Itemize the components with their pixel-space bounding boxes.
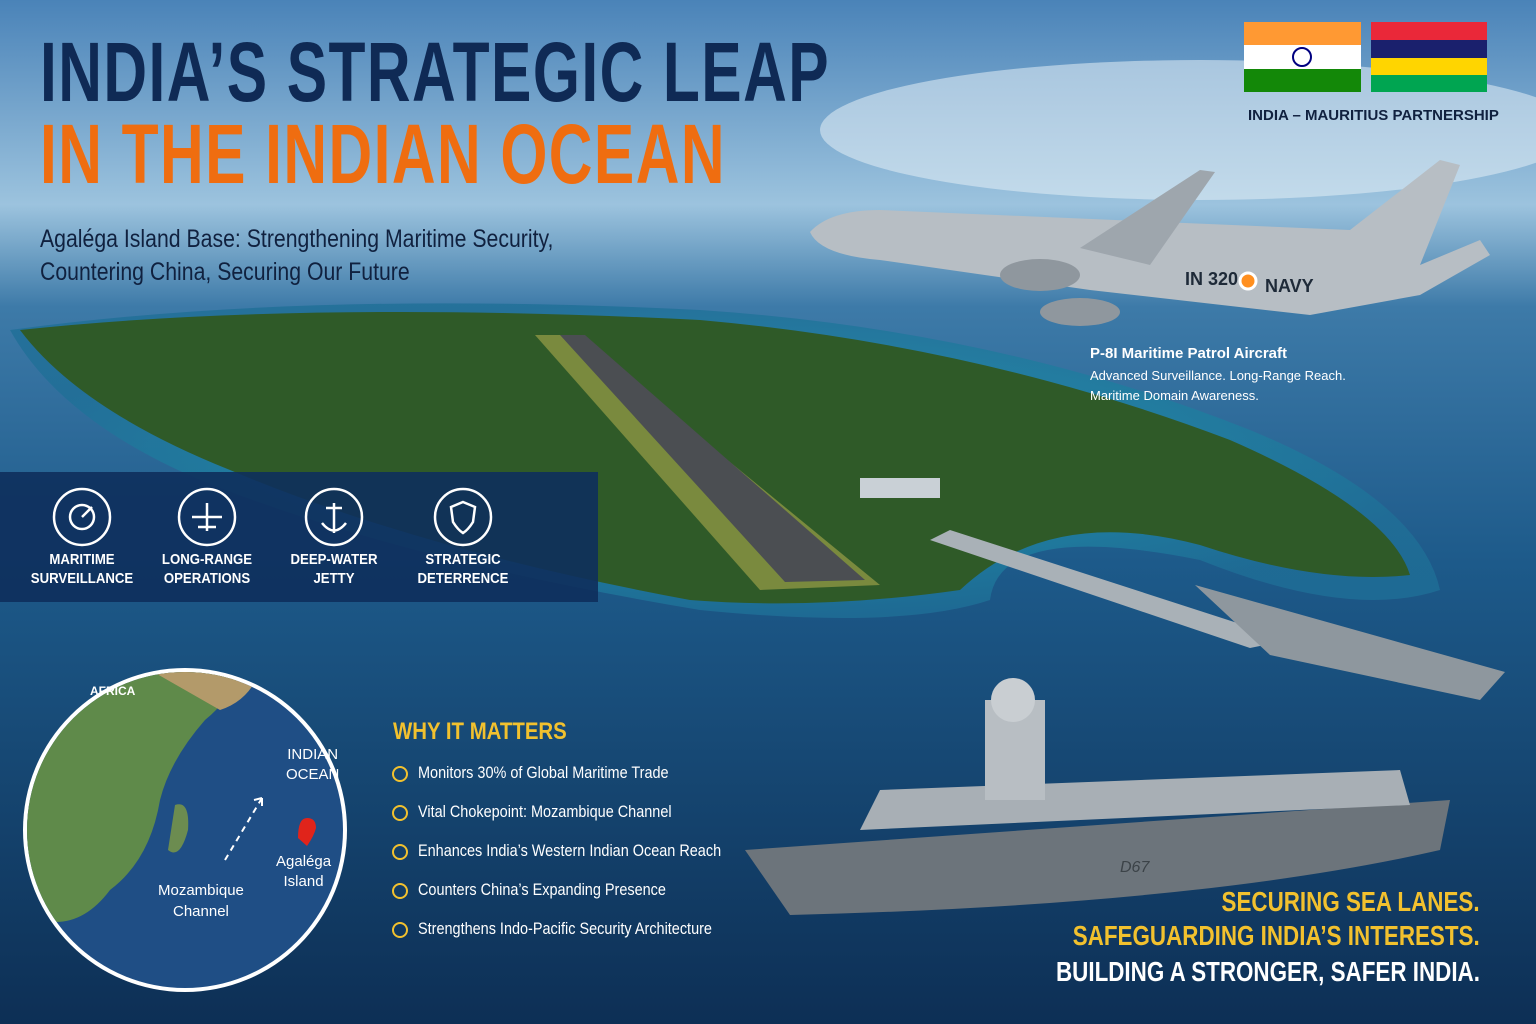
aircraft-detail: Advanced Surveillance. Long-Range Reach. [1090, 368, 1346, 383]
route [224, 797, 263, 861]
map-label: Agaléga Island [276, 852, 331, 892]
jetty [930, 530, 1290, 648]
subtitle: Agaléga Island Base: Strengthening Marit… [40, 225, 554, 253]
aircraft-marking: NAVY [1265, 276, 1314, 296]
chakra [1292, 47, 1312, 67]
feature-label: LONG-RANGE OPERATIONS [154, 550, 260, 588]
runway [560, 335, 865, 582]
map-label-line: INDIAN [287, 746, 339, 763]
why-item: Enhances India’s Western Indian Ocean Re… [418, 841, 722, 860]
why-heading: WHY IT MATTERS [393, 718, 567, 745]
why-item: Vital Chokepoint: Mozambique Channel [418, 802, 672, 821]
feature-label-line: DETERRENCE [417, 570, 509, 587]
feature-label-line: OPERATIONS [163, 570, 251, 587]
ship-hull [745, 800, 1450, 915]
map-label-line: Island [283, 873, 324, 890]
ship-superstructure [860, 770, 1410, 830]
map-label: INDIAN OCEAN [286, 745, 339, 785]
mauritius-flag [1371, 58, 1487, 75]
why-item: Strengthens Indo-Pacific Security Archit… [418, 919, 712, 938]
feature-icons [52, 487, 493, 547]
ship-marking: D67 [1120, 859, 1150, 876]
docked-ship [1195, 585, 1505, 700]
map-label: AFRICA [90, 684, 136, 698]
feature-label-line: DEEP-WATER [290, 551, 378, 568]
aircraft-marking: IN 320 [1185, 269, 1238, 289]
subtitle: Countering China, Securing Our Future [40, 258, 410, 286]
feature-label-line: JETTY [313, 570, 355, 587]
feature-bar [0, 472, 598, 602]
map-label: Mozambique Channel [158, 880, 244, 922]
ship-radome [991, 678, 1035, 722]
closing: SAFEGUARDING INDIA’S INTERESTS. [1073, 920, 1480, 951]
aircraft-wing [1080, 170, 1215, 265]
map-pin [298, 818, 316, 846]
aircraft-caption: P-8I Maritime Patrol Aircraft [1090, 345, 1287, 362]
map-label-line: OCEAN [286, 766, 340, 783]
closing: SECURING SEA LANES. [1221, 886, 1480, 917]
mauritius-flag [1371, 40, 1487, 58]
india-flag [1244, 22, 1361, 45]
india-flag [1244, 69, 1361, 92]
map [27, 672, 343, 988]
engine [1000, 259, 1080, 291]
feature-label-line: LONG-RANGE [161, 551, 253, 568]
why-item: Counters China’s Expanding Presence [418, 880, 666, 899]
partnership-label: INDIA – MAURITIUS PARTNERSHIP [1248, 107, 1499, 124]
map-label-line: Agaléga [276, 853, 332, 870]
closing: BUILDING A STRONGER, SAFER INDIA. [1056, 956, 1480, 987]
cloud [820, 60, 1536, 200]
mauritius-flag [1371, 22, 1487, 40]
feature-label-line: SURVEILLANCE [30, 570, 134, 587]
roundel [1238, 271, 1258, 291]
map-label-line: Channel [173, 903, 229, 920]
feature-label: STRATEGIC DETERRENCE [410, 550, 516, 588]
aircraft-detail: Maritime Domain Awareness. [1090, 388, 1259, 403]
check-icons [392, 766, 408, 938]
engine [1040, 298, 1120, 326]
feature-label: MARITIME SURVEILLANCE [29, 550, 135, 588]
route-arrow [253, 797, 263, 806]
map-label-line: Mozambique [158, 882, 244, 899]
feature-label-line: MARITIME [49, 551, 115, 568]
why-item: Monitors 30% of Global Maritime Trade [418, 763, 669, 782]
feature-label-line: STRATEGIC [425, 551, 501, 568]
feature-label: DEEP-WATER JETTY [281, 550, 387, 588]
title: INDIA’S STRATEGIC LEAP [40, 25, 830, 119]
mauritius-flag [1371, 75, 1487, 92]
hangar [860, 478, 940, 498]
title: IN THE INDIAN OCEAN [40, 107, 726, 201]
